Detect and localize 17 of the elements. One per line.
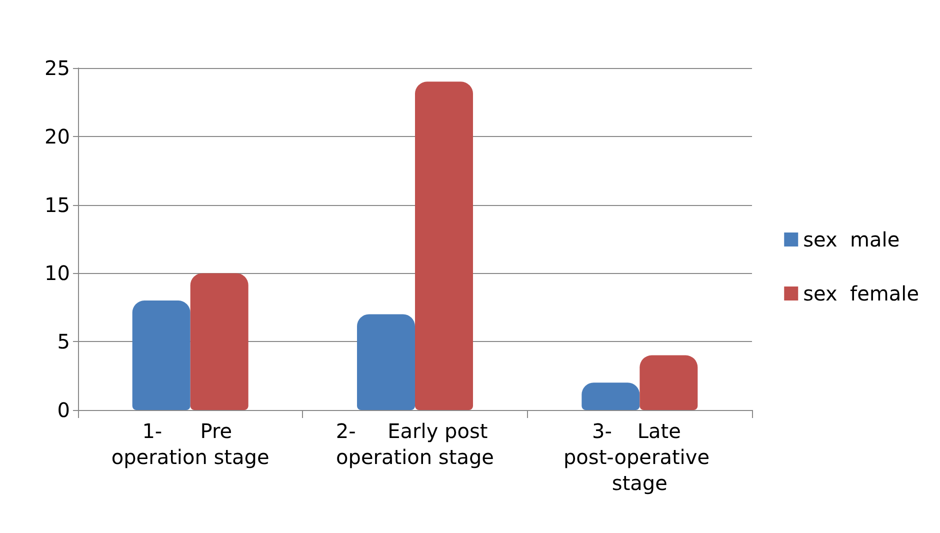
bar	[582, 382, 640, 410]
y-tick-label: 20	[44, 124, 70, 148]
bar	[415, 82, 473, 410]
y-tick-label: 5	[57, 330, 70, 354]
x-tick-label: 2- Early post operation stage	[336, 419, 494, 469]
y-tick-label: 25	[44, 56, 70, 80]
bar	[640, 355, 698, 410]
bar	[132, 300, 190, 410]
bar	[357, 314, 415, 410]
y-tick-label: 15	[44, 192, 70, 217]
x-tick-label: 3- Late post-operative stage	[563, 419, 716, 495]
x-tick-label: 1- Pre operation stage	[111, 419, 270, 469]
legend-label: sex male	[803, 228, 900, 252]
y-tick-label: 0	[57, 398, 70, 422]
y-tick-label: 10	[44, 261, 70, 286]
legend-label: sex female	[803, 282, 920, 306]
bar	[190, 273, 248, 410]
